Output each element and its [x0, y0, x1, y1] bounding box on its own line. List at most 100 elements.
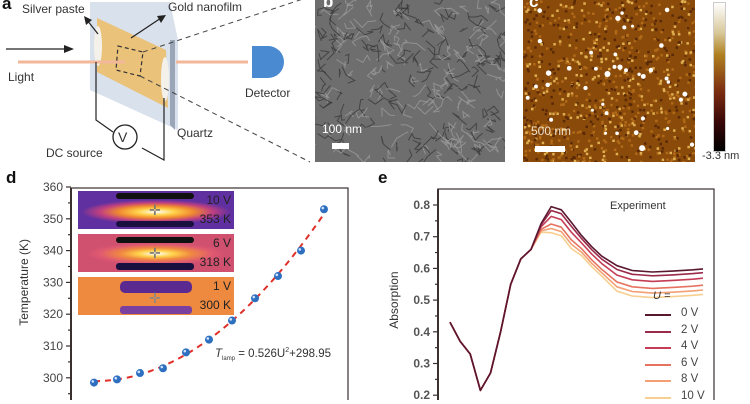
inset-voltage: 1 V	[213, 279, 231, 293]
afm-grain	[585, 73, 588, 76]
afm-grain	[546, 88, 549, 91]
afm-grain	[604, 159, 607, 162]
afm-grain	[536, 78, 539, 81]
afm-grain	[667, 91, 670, 94]
afm-grain	[603, 46, 606, 49]
afm-grain	[551, 102, 554, 105]
panel-c-label: c	[529, 0, 538, 12]
sem-grain	[467, 11, 481, 26]
afm-grain	[694, 20, 695, 23]
afm-grain	[543, 11, 546, 14]
afm-grain	[623, 113, 626, 116]
afm-grain	[671, 37, 674, 40]
sem-grain	[356, 55, 370, 62]
afm-grain	[645, 55, 648, 58]
afm-grain	[619, 122, 622, 125]
afm-grain	[631, 47, 634, 50]
afm-grain	[612, 115, 615, 118]
data-point	[274, 272, 282, 280]
afm-grain	[622, 43, 625, 46]
afm-grain	[686, 73, 689, 76]
afm-grain	[656, 58, 659, 61]
afm-grain	[589, 100, 592, 103]
y-tick-label: 0.8	[413, 198, 430, 212]
afm-grain	[686, 155, 689, 158]
afm-grain	[612, 112, 615, 115]
afm-grain	[579, 66, 582, 69]
sem-grain	[354, 19, 377, 28]
afm-grain	[572, 156, 575, 159]
afm-grain	[632, 120, 635, 123]
sem-grain	[474, 75, 480, 88]
afm-grain	[542, 15, 545, 18]
afm-grain	[600, 67, 603, 70]
afm-grain	[574, 160, 577, 162]
sem-grain	[452, 113, 466, 125]
afm-scale-label: 500 nm	[531, 124, 571, 138]
afm-grain	[535, 14, 538, 16]
afm-grain	[560, 60, 563, 63]
afm-grain	[651, 23, 654, 26]
sem-grain	[338, 5, 348, 20]
afm-grain	[600, 80, 603, 83]
afm-grain	[687, 98, 690, 101]
afm-particle	[601, 103, 604, 106]
afm-grain	[668, 94, 671, 97]
afm-grain	[605, 89, 608, 92]
afm-grain	[527, 82, 530, 85]
afm-grain	[531, 35, 534, 38]
afm-grain	[666, 152, 669, 155]
afm-grain	[674, 138, 677, 141]
afm-grain	[529, 149, 532, 152]
afm-particle	[615, 16, 620, 21]
afm-grain	[615, 32, 618, 35]
afm-grain	[629, 55, 632, 58]
afm-grain	[565, 10, 568, 13]
data-point-highlight	[115, 377, 118, 380]
afm-grain	[657, 77, 660, 80]
afm-grain	[615, 30, 618, 33]
afm-colorbar	[713, 2, 726, 152]
afm-grain	[583, 15, 586, 18]
afm-grain	[560, 104, 563, 107]
afm-grain	[535, 158, 538, 161]
afm-grain	[603, 110, 606, 113]
sem-grain	[460, 142, 463, 154]
afm-grain	[657, 147, 660, 150]
afm-grain	[623, 8, 626, 10]
afm-grain	[672, 33, 675, 36]
afm-grain	[681, 0, 684, 3]
afm-particle	[649, 68, 654, 73]
sem-grain	[315, 97, 331, 108]
afm-grain	[693, 96, 695, 99]
afm-grain	[561, 152, 564, 155]
afm-grain	[547, 158, 550, 161]
fit-eq-sub: lamp	[222, 356, 235, 362]
afm-grain	[686, 42, 689, 45]
panel-a: a V Silver paste Gold nanofilm	[0, 0, 310, 165]
afm-grain	[665, 49, 668, 52]
sem-grain	[320, 77, 326, 91]
afm-grain	[563, 103, 566, 106]
inset-voltage: 10 V	[206, 193, 231, 207]
sem-grain	[469, 154, 478, 162]
fit-eq-body: = 0.526U	[235, 348, 285, 360]
afm-grain	[649, 146, 652, 149]
afm-grain	[593, 125, 596, 128]
data-point	[251, 294, 259, 302]
afm-grain	[664, 47, 667, 50]
sem-grain	[341, 104, 345, 120]
afm-grain	[646, 69, 649, 72]
afm-grain	[535, 32, 538, 35]
afm-grain	[558, 157, 561, 160]
afm-grain	[676, 150, 679, 153]
afm-grain	[650, 5, 653, 8]
sem-grain	[382, 108, 395, 117]
afm-grain	[671, 93, 674, 96]
afm-particle	[605, 111, 609, 115]
afm-particle	[617, 64, 622, 69]
afm-grain	[624, 47, 627, 50]
afm-grain	[625, 134, 628, 137]
afm-grain	[604, 38, 607, 41]
afm-grain	[628, 59, 631, 62]
